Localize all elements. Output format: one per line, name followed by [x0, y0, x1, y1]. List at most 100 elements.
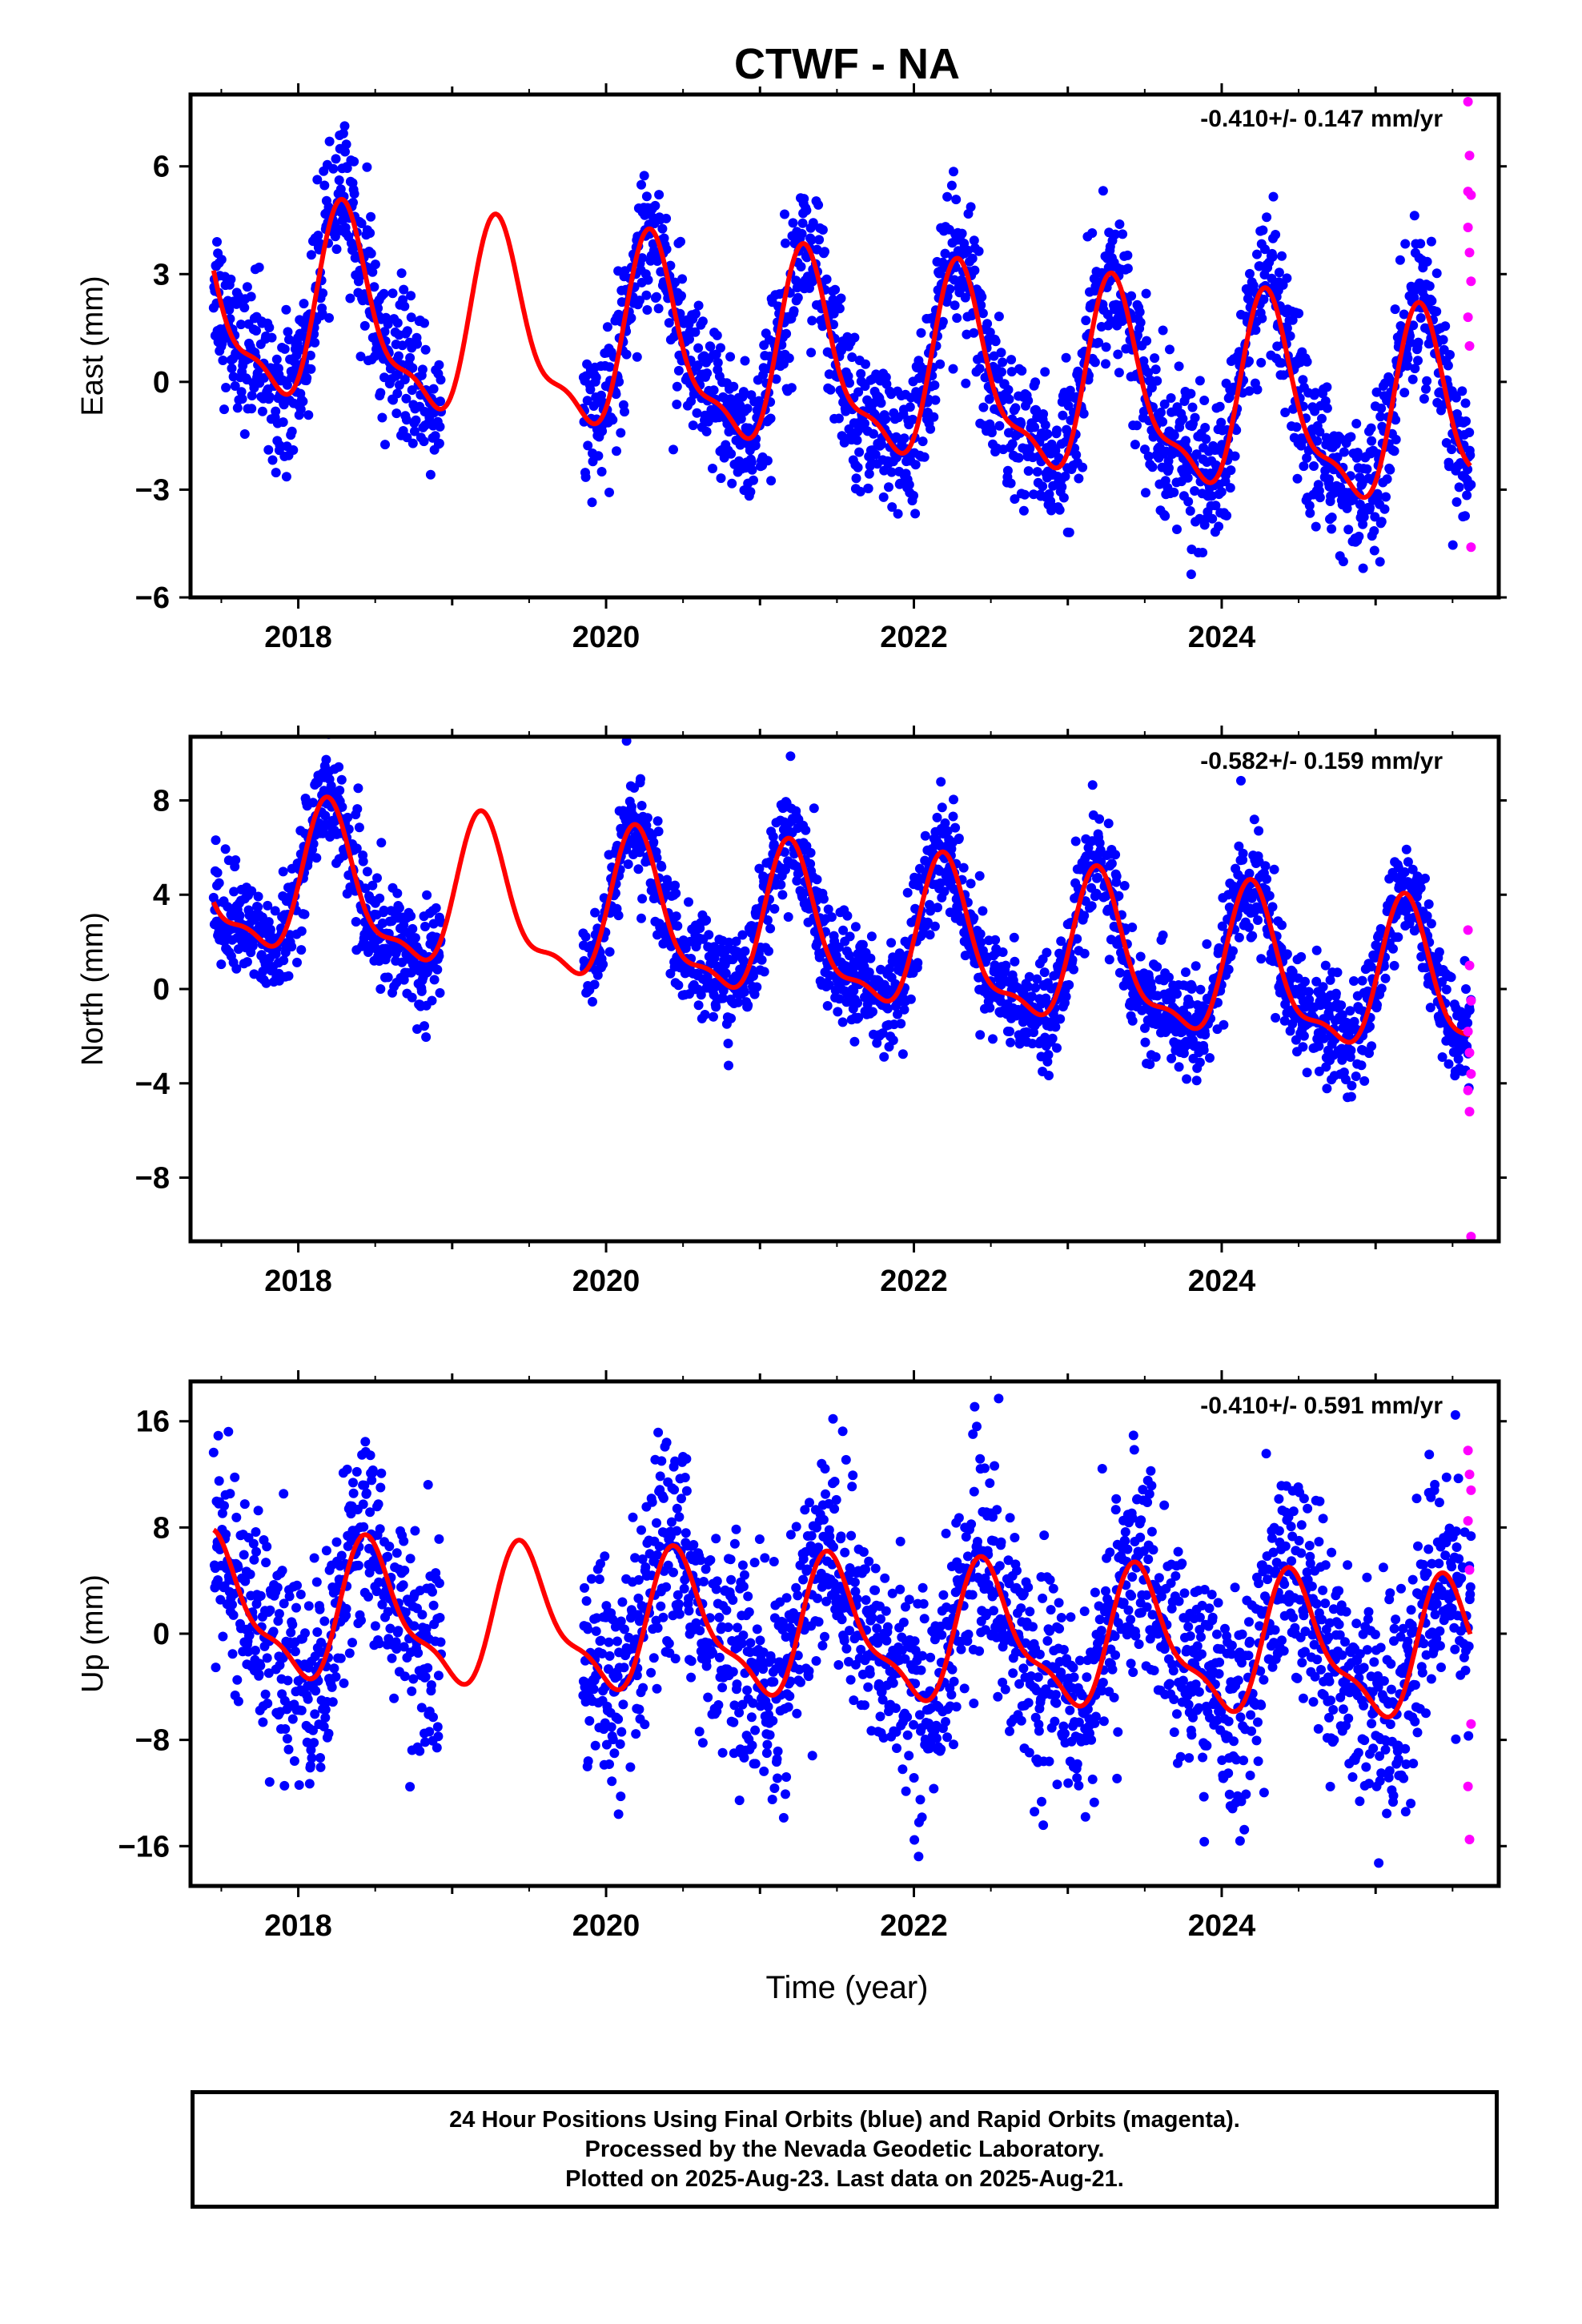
north-final-point: [235, 911, 245, 921]
east-final-point: [1029, 489, 1038, 500]
east-final-point: [1023, 396, 1034, 406]
north-rapid-point: [1464, 1047, 1475, 1058]
north-final-point: [1401, 844, 1411, 854]
north-final-point: [740, 946, 750, 956]
east-final-point: [1010, 494, 1020, 505]
up-final-point: [211, 1663, 221, 1673]
east-y-axis-label: East (mm): [76, 275, 110, 416]
east-final-point: [247, 404, 257, 414]
north-final-point: [823, 904, 833, 915]
east-final-point: [854, 447, 865, 457]
up-final-point: [287, 1619, 298, 1630]
up-final-point: [287, 1714, 298, 1724]
north-final-point: [833, 1007, 843, 1017]
north-final-point: [375, 984, 386, 994]
east-final-point: [1376, 403, 1387, 413]
east-final-point: [1465, 450, 1476, 460]
east-final-point: [340, 147, 350, 157]
north-final-point: [834, 994, 845, 1004]
east-final-point: [288, 445, 299, 455]
north-final-point: [292, 957, 302, 967]
east-final-point: [1381, 492, 1391, 502]
east-final-point: [703, 416, 713, 427]
east-final-point: [1146, 383, 1157, 393]
north-final-point: [783, 912, 793, 922]
east-final-point: [702, 368, 713, 378]
east-final-point: [1410, 364, 1420, 374]
east-final-point: [411, 415, 421, 425]
east-final-point: [788, 218, 798, 228]
north-y-tick-label: −8: [135, 1162, 170, 1196]
east-final-point: [334, 175, 344, 185]
north-final-point: [336, 774, 347, 785]
east-final-point: [1276, 358, 1287, 368]
east-final-point: [643, 275, 653, 285]
east-final-point: [1292, 473, 1303, 484]
north-final-point: [998, 947, 1008, 957]
east-final-point: [406, 291, 416, 301]
north-final-point: [726, 1013, 737, 1023]
east-final-point: [919, 452, 930, 462]
east-final-point: [219, 404, 229, 415]
north-final-point: [805, 858, 816, 869]
north-final-point: [1298, 1042, 1308, 1052]
east-y-tick-label: −6: [135, 581, 170, 615]
east-final-point: [1165, 344, 1174, 355]
east-final-point: [1268, 191, 1279, 202]
east-final-point: [909, 490, 918, 501]
north-final-point: [1182, 1074, 1192, 1084]
north-x-tick-label: 2018: [264, 1265, 332, 1298]
north-final-point: [809, 803, 819, 814]
north-final-point: [598, 959, 608, 970]
east-final-point: [408, 363, 418, 373]
east-x-tick-label: 2022: [880, 621, 948, 654]
east-final-point: [781, 238, 790, 248]
north-final-point: [431, 903, 441, 913]
east-final-point: [1443, 360, 1453, 371]
up-final-point: [239, 1550, 249, 1560]
east-rate-label: -0.410+/- 0.147 mm/yr: [1200, 106, 1443, 132]
north-final-point: [922, 917, 933, 927]
north-final-point: [1318, 982, 1328, 992]
east-final-point: [299, 299, 309, 309]
north-final-point: [738, 956, 749, 966]
east-final-point: [1419, 394, 1429, 404]
east-final-point: [1457, 386, 1468, 396]
east-final-point: [1447, 540, 1458, 550]
north-final-point: [427, 995, 437, 1006]
up-final-point: [208, 1447, 219, 1458]
east-final-point: [1413, 337, 1423, 348]
east-final-point: [425, 469, 436, 480]
east-final-point: [817, 225, 828, 235]
east-final-point: [1006, 367, 1017, 377]
north-final-point: [731, 936, 741, 947]
east-final-point: [1365, 503, 1375, 513]
east-data: [208, 97, 1476, 580]
east-final-point: [287, 426, 297, 436]
north-final-point: [406, 911, 416, 921]
north-final-point: [1010, 956, 1020, 967]
east-final-point: [1190, 486, 1200, 496]
east-final-point: [781, 328, 792, 339]
east-final-point: [365, 228, 375, 238]
north-final-point: [636, 801, 647, 810]
north-final-point: [637, 894, 648, 904]
north-final-point: [1426, 919, 1436, 929]
north-final-point: [335, 786, 345, 795]
north-final-point: [253, 902, 263, 912]
east-final-point: [271, 406, 281, 416]
east-final-point: [401, 415, 412, 425]
north-final-point: [1050, 1022, 1061, 1032]
east-final-point: [342, 163, 352, 173]
east-final-point: [946, 180, 957, 191]
north-final-point: [283, 971, 294, 981]
east-final-point: [813, 199, 824, 210]
east-final-point: [1178, 414, 1188, 424]
north-final-point: [925, 930, 935, 940]
east-final-point: [324, 136, 335, 147]
north-final-point: [1191, 961, 1201, 971]
east-rapid-point: [1463, 223, 1473, 232]
east-final-point: [1016, 419, 1026, 428]
north-final-point: [351, 917, 361, 927]
east-final-point: [1260, 244, 1270, 255]
